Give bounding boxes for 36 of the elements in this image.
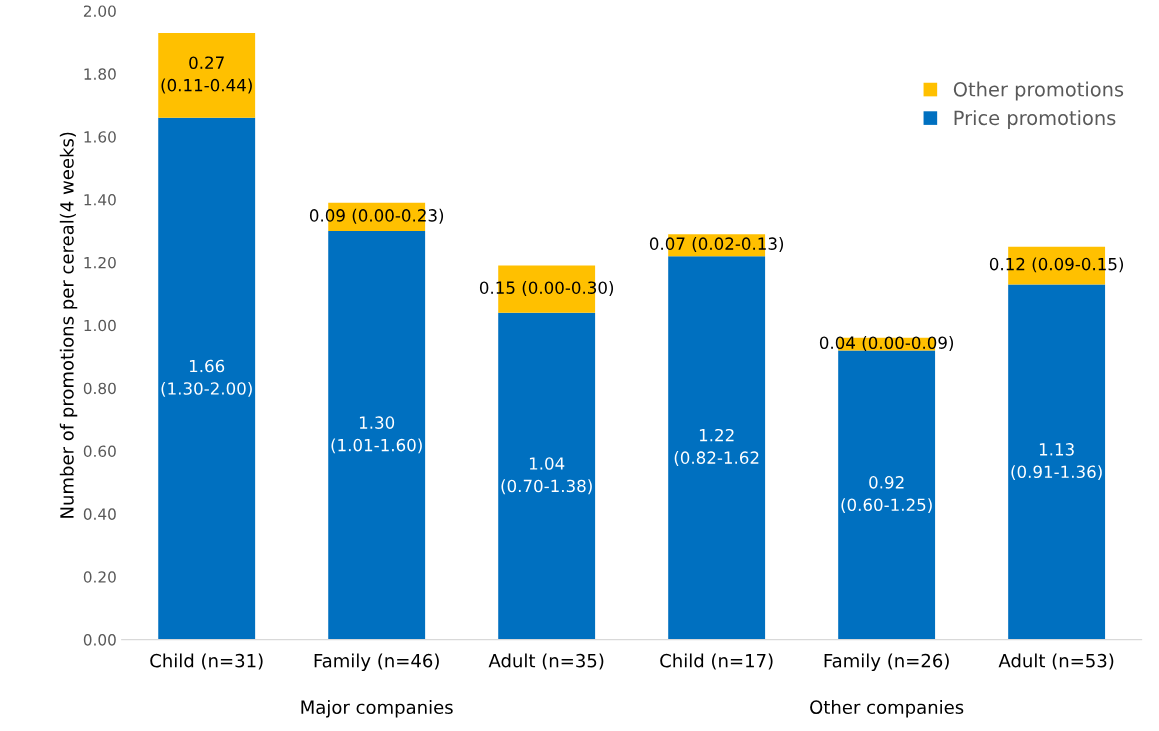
x-tick-label: Child (n=17) — [660, 653, 773, 670]
y-tick-label: 0.60 — [83, 445, 116, 458]
y-axis-title: Number of promotions per cereal(4 weeks) — [59, 132, 78, 518]
bar — [1008, 284, 1106, 640]
bar — [328, 231, 426, 640]
y-tick-label: 1.40 — [84, 194, 116, 206]
x-tick-label: Family (n=26) — [824, 653, 949, 671]
data-label: 1.30 (1.01-1.60) — [331, 416, 422, 454]
data-label: 1.13 (0.91-1.36) — [1011, 443, 1102, 481]
y-tick-label: 0.80 — [83, 382, 116, 395]
x-tick-label: Adult (n=53) — [998, 653, 1114, 670]
y-tick-label: 0.00 — [83, 634, 116, 646]
legend-label: Other promotions — [953, 81, 1124, 101]
bar — [668, 256, 766, 640]
y-tick-label: 0.20 — [83, 571, 116, 583]
y-tick-label: 1.20 — [84, 256, 116, 269]
bar — [158, 117, 256, 640]
legend-label: Price promotions — [954, 110, 1116, 129]
y-tick-label: 0.40 — [83, 508, 116, 520]
y-tick-label: 2.00 — [83, 5, 116, 17]
data-label: 0.92 (0.60-1.25) — [841, 476, 932, 514]
y-tick-label: 1.00 — [84, 319, 116, 332]
text: Other companies — [810, 700, 964, 718]
x-tick-label: Child (n=31) — [150, 653, 263, 670]
data-label: 1.22 (0.82-1.62 — [674, 428, 759, 466]
bar — [498, 312, 596, 640]
data-label: 1.04 (0.70-1.38) — [501, 457, 592, 495]
x-tick-label: Family (n=46) — [314, 653, 439, 671]
y-tick-label: 1.80 — [84, 68, 116, 80]
bar — [838, 350, 936, 640]
data-label: 0.27 (0.11-0.44) — [161, 56, 252, 94]
data-label: 1.66 (1.30-2.00) — [161, 359, 252, 397]
y-tick-label: 1.60 — [84, 131, 116, 143]
bar — [158, 32, 256, 118]
x-tick-label: Adult (n=35) — [488, 653, 604, 670]
text: Major companies — [301, 700, 453, 718]
